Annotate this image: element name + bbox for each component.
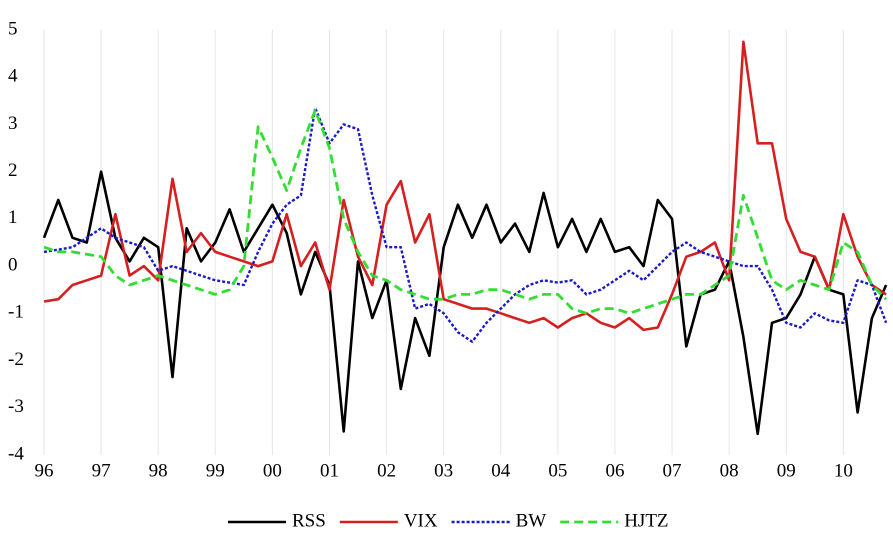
x-tick-label: 08 <box>720 460 739 481</box>
y-tick-label: -2 <box>8 349 24 370</box>
legend-label: RSS <box>292 510 326 531</box>
x-tick-label: 01 <box>320 460 339 481</box>
series-line <box>42 170 888 436</box>
x-tick-label: 04 <box>491 460 511 481</box>
x-tick-label: 97 <box>92 460 111 481</box>
x-tick-label: 07 <box>663 460 682 481</box>
x-tick-label: 98 <box>149 460 168 481</box>
y-tick-label: -1 <box>8 302 24 323</box>
x-tick-label: 02 <box>377 460 396 481</box>
x-tick-label: 03 <box>434 460 453 481</box>
x-tick-label: 05 <box>548 460 567 481</box>
y-tick-label: 1 <box>8 207 18 228</box>
y-tick-label: -4 <box>8 443 24 464</box>
series-line <box>43 106 888 343</box>
x-tick-label: 00 <box>263 460 282 481</box>
y-tick-label: 5 <box>8 18 18 39</box>
y-tick-label: -3 <box>8 396 24 417</box>
x-tick-label: 10 <box>834 460 853 481</box>
x-tick-label: 96 <box>34 460 53 481</box>
legend-label: VIX <box>404 510 438 531</box>
x-tick-label: 99 <box>206 460 225 481</box>
legend-label: BW <box>516 510 547 531</box>
x-tick-label: 06 <box>605 460 624 481</box>
x-tick-label: 09 <box>777 460 796 481</box>
legend-label: HJTZ <box>624 510 668 531</box>
y-tick-label: 2 <box>8 160 18 181</box>
y-tick-label: 0 <box>8 254 18 275</box>
y-tick-label: 4 <box>8 66 18 87</box>
y-tick-label: 3 <box>8 113 18 134</box>
series-line <box>43 108 888 315</box>
series-line <box>43 40 887 332</box>
